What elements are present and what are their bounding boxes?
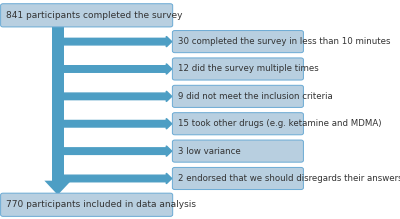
Polygon shape — [64, 173, 172, 184]
Polygon shape — [44, 181, 71, 195]
Text: 770 participants included in data analysis: 770 participants included in data analys… — [6, 200, 196, 209]
Text: 2 endorsed that we should disregards their answers: 2 endorsed that we should disregards the… — [178, 174, 400, 183]
FancyBboxPatch shape — [172, 31, 304, 53]
Bar — [52, 25, 64, 181]
Text: 3 low variance: 3 low variance — [178, 147, 241, 156]
FancyBboxPatch shape — [172, 140, 304, 162]
Text: 9 did not meet the inclusion criteria: 9 did not meet the inclusion criteria — [178, 92, 333, 101]
Text: 30 completed the survey in less than 10 minutes: 30 completed the survey in less than 10 … — [178, 37, 390, 46]
FancyBboxPatch shape — [1, 193, 173, 216]
FancyBboxPatch shape — [172, 167, 304, 190]
FancyBboxPatch shape — [1, 4, 173, 27]
Text: 841 participants completed the survey: 841 participants completed the survey — [6, 11, 182, 20]
Polygon shape — [64, 36, 172, 47]
Text: 15 took other drugs (e.g. ketamine and MDMA): 15 took other drugs (e.g. ketamine and M… — [178, 119, 381, 128]
FancyBboxPatch shape — [172, 113, 304, 135]
FancyBboxPatch shape — [172, 85, 304, 107]
FancyBboxPatch shape — [172, 58, 304, 80]
Polygon shape — [64, 91, 172, 102]
Text: 12 did the survey multiple times: 12 did the survey multiple times — [178, 64, 319, 74]
Polygon shape — [64, 146, 172, 156]
Polygon shape — [64, 118, 172, 129]
Polygon shape — [64, 64, 172, 74]
